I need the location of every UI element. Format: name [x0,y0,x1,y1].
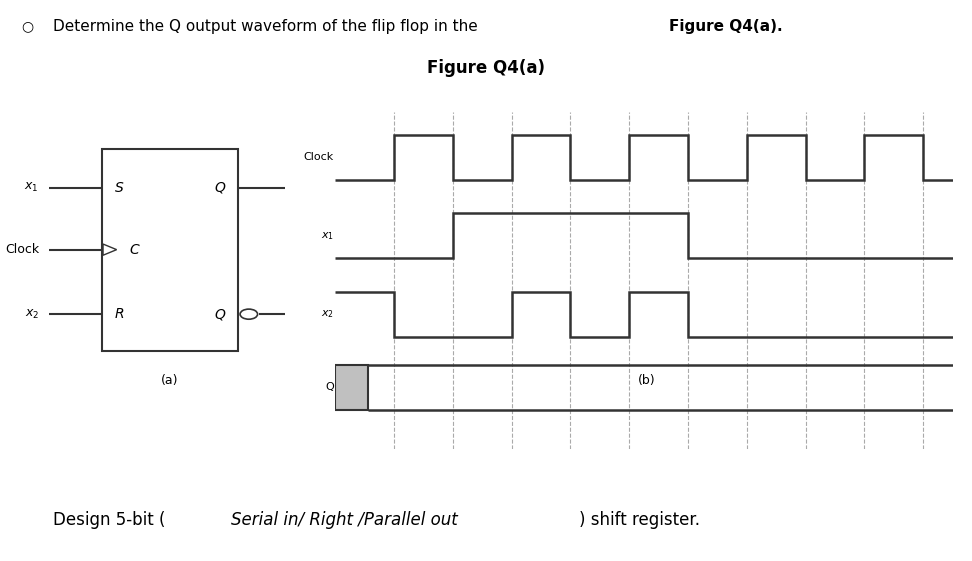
Text: Q: Q [325,382,333,392]
Text: Q: Q [215,307,226,321]
Text: Design 5-bit (: Design 5-bit ( [53,511,166,528]
Text: Clock: Clock [5,243,39,256]
Text: C: C [129,243,139,256]
Text: $x_2$: $x_2$ [321,308,333,320]
Bar [335,365,367,410]
Text: Figure Q4(a): Figure Q4(a) [427,59,545,77]
Text: ) shift register.: ) shift register. [579,511,700,528]
Text: S: S [115,181,123,195]
Text: $x_1$: $x_1$ [24,181,39,195]
Text: Clock: Clock [303,152,333,162]
Text: Determine the Q output waveform of the flip flop in the: Determine the Q output waveform of the f… [53,19,483,34]
Text: $x_1$: $x_1$ [321,229,333,242]
Text: Q: Q [215,181,226,195]
Text: R: R [115,307,124,321]
Text: $x_2$: $x_2$ [24,307,39,321]
Text: ○: ○ [21,20,33,34]
Text: Figure Q4(a).: Figure Q4(a). [669,19,782,34]
Text: (b): (b) [638,374,655,387]
Text: (a): (a) [161,374,179,387]
Text: Serial in/ Right /Parallel out: Serial in/ Right /Parallel out [231,511,458,528]
Bar [102,149,238,351]
